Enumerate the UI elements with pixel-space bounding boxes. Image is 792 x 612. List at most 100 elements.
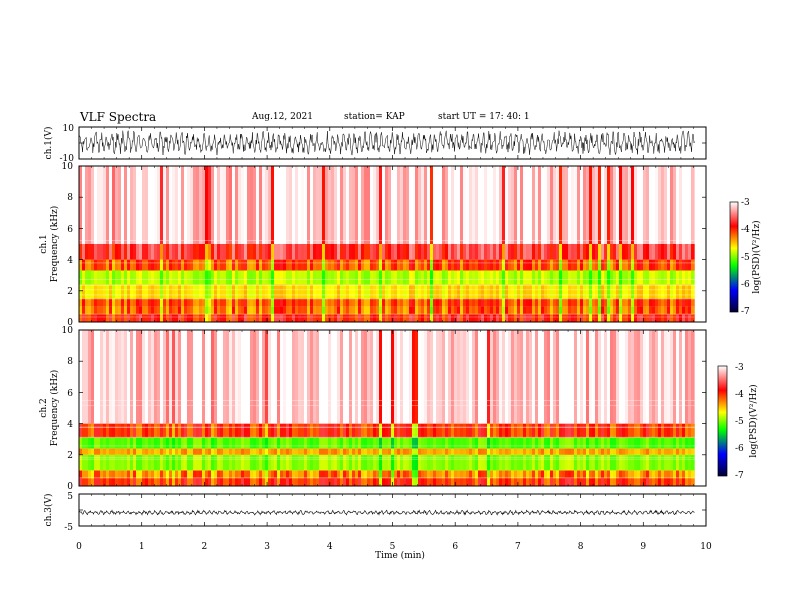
spectrogram-cell xyxy=(220,284,224,299)
spectrogram-cell xyxy=(589,423,593,438)
spectrogram-cell xyxy=(553,314,557,322)
spectrogram-cell xyxy=(82,284,86,299)
spectrogram-cell xyxy=(97,298,101,307)
spectrogram-cell xyxy=(670,454,674,471)
spectrogram-cell xyxy=(544,423,548,438)
spectrogram-cell xyxy=(367,306,371,315)
spectrogram-cell xyxy=(268,330,272,424)
spectrogram-cell xyxy=(385,478,389,486)
spectrogram-cell xyxy=(199,306,203,315)
spectrogram-cell xyxy=(478,423,482,438)
spectrogram-cell xyxy=(604,437,608,449)
spectrogram-cell xyxy=(436,470,440,479)
spectrogram-cell xyxy=(406,330,410,424)
spectrogram-cell xyxy=(94,166,98,244)
colorbar-ch1-label: log(PSD)(V²/Hz) xyxy=(751,220,762,293)
spectrogram-cell xyxy=(628,448,632,455)
spectrogram-cell xyxy=(667,330,671,424)
spectrogram-cell xyxy=(118,244,122,260)
spectrogram-cell xyxy=(601,166,605,244)
spectrogram-cell xyxy=(178,437,182,449)
spectrogram-cell xyxy=(91,306,95,315)
spectrogram-cell xyxy=(640,454,644,471)
spectrogram-cell xyxy=(418,330,422,424)
spectrogram-cell xyxy=(637,270,641,285)
spectrogram-cell xyxy=(154,478,158,486)
spectrogram-cell xyxy=(670,478,674,486)
spectrogram-cell xyxy=(235,166,239,244)
spectrogram-cell xyxy=(118,298,122,307)
spectrogram-cell xyxy=(622,259,626,271)
spectrogram-cell xyxy=(475,306,479,315)
spectrogram-cell xyxy=(307,270,311,285)
spectrogram-cell xyxy=(394,470,398,479)
spectrogram-cell xyxy=(436,244,440,260)
spectrogram-cell xyxy=(421,437,425,449)
spectrogram-cell xyxy=(178,306,182,315)
spectrogram-cell xyxy=(184,437,188,449)
spectrogram-cell xyxy=(157,270,161,285)
x-axis-label: Time (min) xyxy=(375,550,425,561)
spectrogram-cell xyxy=(208,454,212,471)
spectrogram-cell xyxy=(664,314,668,322)
spectrogram-cell xyxy=(637,448,641,455)
spectrogram-cell xyxy=(118,437,122,449)
spectrogram-cell xyxy=(487,423,491,438)
spectrogram-cell xyxy=(394,330,398,424)
spectrogram-cell xyxy=(259,306,263,315)
spectrogram-cell xyxy=(652,470,656,479)
spectrogram-cell xyxy=(457,244,461,260)
spectrogram-cell xyxy=(472,166,476,244)
ch1-spectrogram-image xyxy=(79,166,706,322)
spectrogram-cell xyxy=(592,259,596,271)
spectrogram-cell xyxy=(415,259,419,271)
spectrogram-cell xyxy=(130,454,134,471)
spectrogram-cell xyxy=(82,259,86,271)
spectrogram-cell xyxy=(277,270,281,285)
spectrogram-cell xyxy=(259,470,263,479)
spectrogram-cell xyxy=(499,270,503,285)
start-time-label: start UT = 17: 40: 1 xyxy=(438,112,530,122)
spectrogram-cell xyxy=(559,437,563,449)
spectrogram-cell xyxy=(310,437,314,449)
spectrogram-cell xyxy=(247,298,251,307)
spectrogram-cell xyxy=(652,314,656,322)
spectrogram-cell xyxy=(601,314,605,322)
spectrogram-cell xyxy=(643,166,647,244)
spectrogram-cell xyxy=(295,244,299,260)
spectrogram-cell xyxy=(340,166,344,244)
spectrogram-cell xyxy=(244,314,248,322)
spectrogram-cell xyxy=(277,448,281,455)
spectrogram-cell xyxy=(271,298,275,307)
spectrogram-cell xyxy=(307,478,311,486)
spectrogram-cell xyxy=(340,437,344,449)
spectrogram-cell xyxy=(397,448,401,455)
spectrogram-cell xyxy=(349,306,353,315)
spectrogram-cell xyxy=(139,314,143,322)
spectrogram-cell xyxy=(226,454,230,471)
spectrogram-cell xyxy=(160,423,164,438)
spectrogram-cell xyxy=(379,284,383,299)
spectrogram-cell xyxy=(121,314,125,322)
spectrogram-cell xyxy=(127,470,131,479)
spectrogram-cell xyxy=(580,314,584,322)
spectrogram-cell xyxy=(343,284,347,299)
spectrogram-cell xyxy=(331,330,335,424)
spectrogram-cell xyxy=(574,423,578,438)
spectrogram-cell xyxy=(199,270,203,285)
spectrogram-cell xyxy=(658,259,662,271)
spectrogram-cell xyxy=(424,166,428,244)
spectrogram-cell xyxy=(670,166,674,244)
spectrogram-cell xyxy=(691,470,695,479)
spectrogram-cell xyxy=(319,284,323,299)
spectrogram-cell xyxy=(373,284,377,299)
spectrogram-cell xyxy=(499,454,503,471)
spectrogram-cell xyxy=(349,259,353,271)
spectrogram-cell xyxy=(142,437,146,449)
spectrogram-cell xyxy=(124,448,128,455)
spectrogram-cell xyxy=(517,314,521,322)
spectrogram-cell xyxy=(196,306,200,315)
spectrogram-cell xyxy=(460,330,464,424)
spectrogram-cell xyxy=(403,470,407,479)
spectrogram-cell xyxy=(286,284,290,299)
